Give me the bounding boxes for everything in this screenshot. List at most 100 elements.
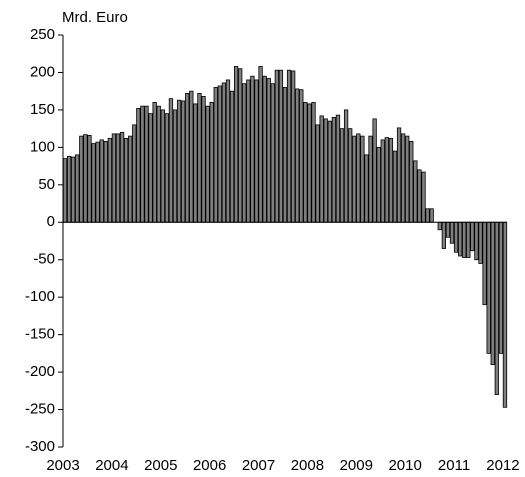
bar (258, 66, 263, 223)
bar (197, 93, 202, 223)
bar (494, 221, 499, 395)
bar (87, 134, 92, 223)
bar (225, 79, 231, 223)
bar (413, 160, 418, 223)
bar (315, 124, 320, 223)
bar (124, 137, 129, 223)
bar (132, 124, 137, 223)
bar (221, 82, 227, 223)
bar (502, 221, 508, 408)
bar (498, 221, 504, 354)
bar (429, 208, 434, 223)
bar (405, 135, 410, 223)
x-tick-label: 2008 (291, 457, 324, 474)
bar (425, 208, 430, 223)
bar (458, 221, 463, 257)
bar (478, 221, 483, 264)
bar (343, 109, 349, 223)
bar (327, 120, 332, 223)
bar (71, 156, 76, 223)
bar (291, 70, 296, 223)
x-tick-label: 2003 (46, 457, 79, 474)
bar (368, 135, 373, 223)
bar (103, 140, 108, 223)
bar (181, 100, 186, 223)
bar (115, 133, 121, 223)
x-tick-label: 2010 (388, 457, 421, 474)
y-tick-label: 100 (30, 138, 55, 155)
x-tick-label: 2004 (95, 457, 128, 474)
bar (449, 221, 455, 244)
x-tick-label: 2006 (193, 457, 226, 474)
bar (111, 133, 117, 223)
bar (372, 118, 377, 223)
bar (286, 69, 292, 223)
y-tick-label: 50 (38, 176, 55, 193)
bar (152, 102, 157, 223)
bar (445, 221, 451, 238)
bar (360, 135, 365, 223)
bar (266, 78, 271, 223)
bar (319, 115, 324, 223)
bar (164, 113, 170, 223)
x-tick-label: 2005 (144, 457, 177, 474)
bar (470, 221, 475, 252)
y-tick-label: 0 (47, 213, 55, 230)
bar (62, 158, 68, 223)
bar (323, 118, 328, 223)
y-tick-label: -250 (25, 401, 55, 418)
bar (246, 79, 251, 223)
bar (348, 128, 353, 223)
bar (250, 75, 255, 223)
bar (229, 90, 235, 223)
bar (201, 96, 206, 223)
bar (238, 68, 243, 223)
bar (331, 117, 337, 223)
bar (209, 102, 214, 223)
bar (352, 135, 357, 223)
bar (107, 137, 112, 223)
bar (462, 221, 467, 258)
bar (299, 89, 304, 223)
y-tick-label: -50 (33, 251, 55, 268)
bar (335, 114, 341, 223)
x-tick-label: 2011 (438, 457, 470, 474)
bar (168, 98, 174, 223)
y-tick-label: -100 (25, 288, 55, 305)
y-tick-label: 250 (30, 26, 55, 43)
bar (376, 146, 381, 223)
bar (95, 141, 100, 223)
bar (172, 109, 178, 223)
bar (441, 221, 446, 249)
bar (148, 113, 153, 223)
bar (364, 154, 369, 223)
bar (486, 221, 491, 354)
bar (79, 135, 84, 223)
bar (274, 69, 279, 223)
bar (482, 221, 487, 306)
y-axis-label: Mrd. Euro (62, 9, 128, 26)
bar (392, 150, 398, 223)
bar (91, 143, 96, 223)
bar (278, 69, 284, 223)
x-tick-label: 2012 (486, 457, 519, 474)
bar (254, 79, 259, 223)
bar (140, 105, 145, 223)
bar (307, 103, 312, 223)
bar (242, 83, 247, 223)
bar (311, 102, 316, 223)
y-tick-label: 200 (30, 63, 55, 80)
bar (295, 88, 300, 223)
x-tick-label: 2007 (242, 457, 275, 474)
bar (185, 93, 190, 223)
y-tick-label: -300 (25, 438, 55, 455)
bar (128, 135, 133, 223)
x-tick-label: 2009 (340, 457, 373, 474)
bar (282, 87, 288, 223)
bar (160, 109, 165, 223)
bar (303, 102, 308, 223)
bar (262, 75, 267, 223)
bar (417, 169, 422, 223)
bar (388, 137, 394, 223)
